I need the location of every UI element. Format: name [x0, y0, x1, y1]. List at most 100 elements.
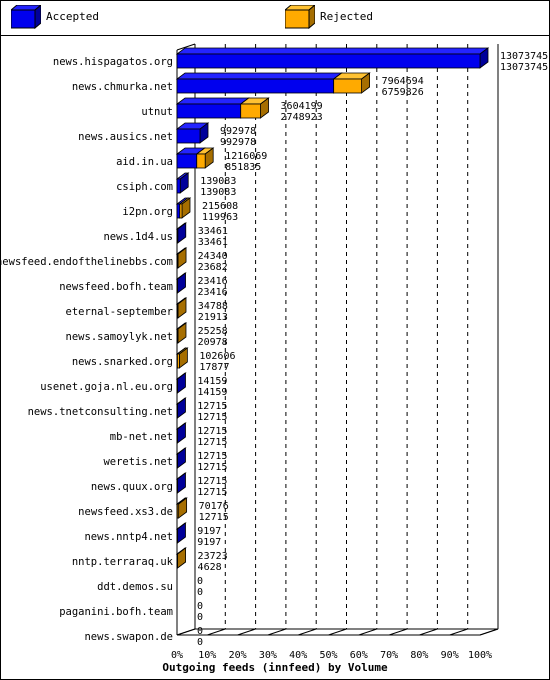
- bar-rejected: [176, 347, 189, 369]
- data-label-rejected: 992978: [220, 137, 256, 148]
- bar-rejected: [176, 497, 188, 519]
- bar-rejected: [195, 147, 215, 169]
- bar-rejected: [239, 97, 270, 119]
- legend: Accepted Rejected: [1, 1, 549, 36]
- legend-label-accepted: Accepted: [46, 10, 99, 23]
- data-label-rejected: 9197: [197, 537, 221, 548]
- bar-accepted-side: [177, 422, 186, 444]
- data-label-rejected: 0: [197, 612, 203, 623]
- bar-accepted-front: [176, 403, 178, 419]
- x-tick-label: 100%: [468, 650, 492, 661]
- data-label-rejected: 17877: [199, 362, 229, 373]
- data-label-accepted: 0: [197, 576, 203, 587]
- bar-accepted: [175, 47, 490, 69]
- bar-rejected-front: [333, 78, 362, 94]
- legend-label-rejected: Rejected: [320, 10, 373, 23]
- category-label: news.tnetconsulting.net: [28, 406, 173, 418]
- data-label-rejected: 12715: [199, 512, 229, 523]
- data-label-accepted: 33461: [198, 226, 228, 237]
- category-label: usenet.goja.nl.eu.org: [40, 381, 173, 393]
- tick-depth-line: [328, 628, 347, 636]
- tick-depth-line: [449, 628, 468, 636]
- data-label-accepted: 0: [197, 601, 203, 612]
- data-label-accepted: 13073745: [500, 51, 548, 62]
- bar-rejected-side: [177, 547, 187, 569]
- category-label: news.chmurka.net: [72, 81, 173, 93]
- bar-rejected-front: [177, 353, 180, 369]
- category-label: news.nntp4.net: [84, 531, 173, 543]
- data-label-accepted: 25258: [198, 326, 228, 337]
- data-label-accepted: 9197: [197, 526, 221, 537]
- data-label-accepted: 34788: [198, 301, 228, 312]
- data-label-rejected: 4628: [198, 562, 222, 573]
- bar-accepted-front: [176, 528, 178, 544]
- bar-accepted-side: [177, 222, 187, 244]
- tick-depth-line: [298, 628, 317, 636]
- category-label: mb-net.net: [110, 431, 173, 443]
- category-label: utnut: [141, 106, 173, 118]
- category-label: i2pn.org: [122, 206, 173, 218]
- data-label-accepted: 3604199: [281, 101, 323, 112]
- category-label: nntp.terraraq.uk: [72, 556, 174, 568]
- data-label-accepted: 12715: [197, 476, 227, 487]
- bar-rejected-side: [177, 297, 187, 319]
- tick-depth-line: [237, 628, 256, 636]
- bar-rejected: [178, 197, 192, 219]
- category-label: newsfeed.endofthelinebbs.com: [1, 256, 173, 268]
- category-label: paganini.bofh.team: [59, 606, 173, 618]
- bar-accepted-front: [176, 78, 335, 94]
- x-tick-label: 20%: [229, 650, 247, 661]
- data-label-accepted: 0: [197, 626, 203, 637]
- data-label-accepted: 70176: [199, 501, 229, 512]
- bar-accepted-front: [176, 228, 179, 244]
- x-axis-title: Outgoing feeds (innfeed) by Volume: [162, 661, 388, 674]
- tick-depth-line: [207, 628, 226, 636]
- bar-accepted-front: [176, 203, 181, 219]
- category-label: news.quux.org: [91, 481, 173, 493]
- bar-accepted-side: [177, 372, 186, 394]
- data-label-accepted: 102606: [199, 351, 235, 362]
- data-label-rejected: 12715: [197, 412, 227, 423]
- bar-accepted-side: [177, 447, 186, 469]
- data-label-accepted: 12715: [197, 401, 227, 412]
- tick-depth-line: [388, 628, 408, 636]
- category-label: news.hispagatos.org: [53, 56, 173, 68]
- bar-accepted: [175, 122, 210, 144]
- floor-right-edge: [479, 628, 499, 636]
- category-label: weretis.net: [103, 456, 173, 468]
- bar-accepted-front: [176, 103, 242, 119]
- x-tick-label: 50%: [319, 650, 337, 661]
- x-tick-label: 10%: [198, 650, 216, 661]
- data-label-rejected: 2748923: [281, 112, 323, 123]
- bar-accepted-top: [175, 72, 343, 80]
- data-label-accepted: 23416: [198, 276, 228, 287]
- data-label-accepted: 12715: [197, 451, 227, 462]
- bar-accepted: [175, 397, 187, 419]
- bar-accepted-side: [177, 472, 186, 494]
- bar-accepted-front: [176, 453, 178, 469]
- bar-accepted-side: [177, 272, 186, 294]
- x-tick-label: 70%: [380, 650, 398, 661]
- bar-rejected-side: [178, 497, 188, 519]
- data-label-accepted: 7964694: [382, 76, 424, 87]
- bar-rejected-front: [176, 553, 179, 569]
- bar-rejected: [176, 247, 188, 269]
- category-label: newsfeed.bofh.team: [59, 281, 173, 293]
- data-label-rejected: 12715: [197, 462, 227, 473]
- bar-rejected-front: [240, 103, 261, 119]
- category-label: eternal-september: [66, 306, 173, 318]
- category-label: news.snarked.org: [72, 356, 173, 368]
- data-label-rejected: 21913: [198, 312, 228, 323]
- bar-rejected-front: [177, 253, 179, 269]
- tick-depth-line: [267, 628, 287, 636]
- tick-depth-line: [419, 628, 438, 636]
- x-tick-label: 80%: [410, 650, 428, 661]
- bar-accepted-side: [177, 522, 186, 544]
- x-tick-label: 60%: [350, 650, 368, 661]
- x-tick-label: 0%: [171, 650, 183, 661]
- bar-accepted-top: [175, 47, 490, 55]
- data-label-accepted: 24340: [198, 251, 228, 262]
- bar-accepted-front: [176, 153, 198, 169]
- category-label: newsfeed.xs3.de: [78, 506, 173, 518]
